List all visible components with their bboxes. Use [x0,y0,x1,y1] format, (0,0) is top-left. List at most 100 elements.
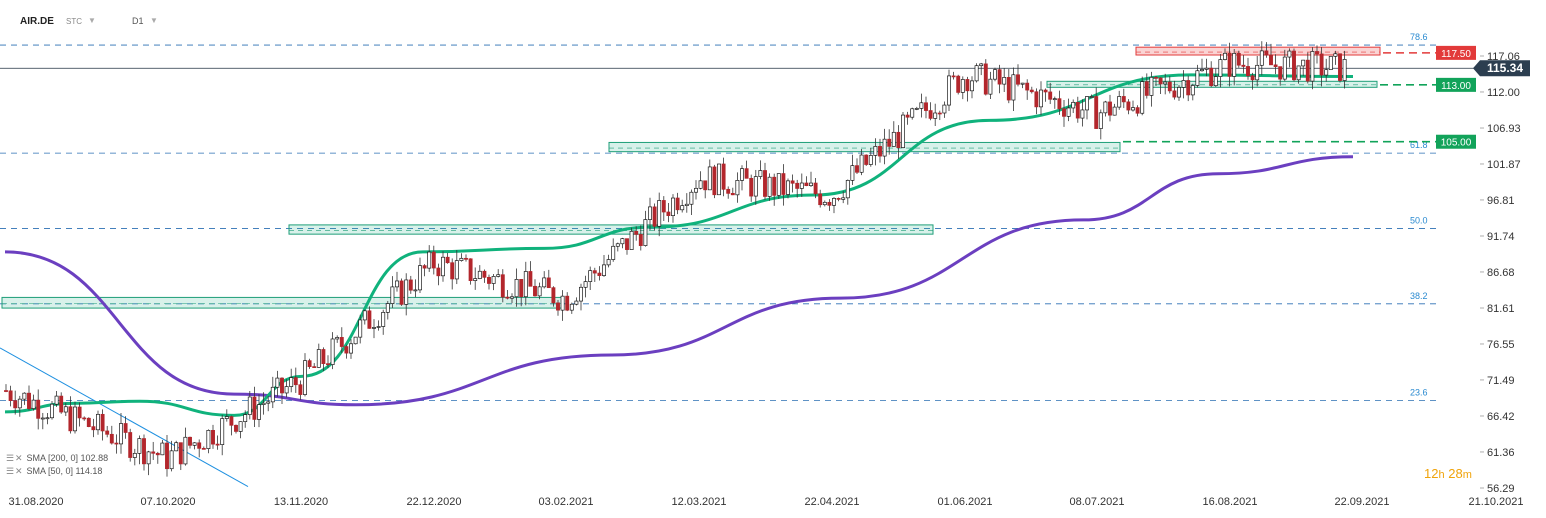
candle-body [54,395,59,405]
candle-body [1255,64,1260,81]
fib-level-label: 78.6 [1410,32,1428,42]
candle-body [1232,53,1237,77]
candle-body [1002,77,1007,85]
candle-body [427,251,432,269]
candle-body [813,182,818,195]
timer-hours-unit: h [1438,469,1445,481]
candle-body [1029,89,1034,93]
price-axis-label: 66.42 [1487,411,1515,423]
candle-body [349,343,353,354]
candle-body [749,177,754,197]
settings-icon[interactable]: ☰ [6,466,15,476]
candle-body [82,417,87,420]
candle-body [215,443,220,446]
candle-body [790,180,795,184]
candle-body [942,104,947,114]
settings-icon[interactable]: ☰ [6,453,15,463]
price-axis-label: 106.93 [1487,123,1521,135]
candle-body [1016,74,1020,85]
candle-body [385,303,390,313]
candle-body [1112,106,1117,116]
candle-body [537,286,542,297]
date-axis-label: 22.12.2020 [406,496,461,508]
candle-body [441,256,445,277]
candle-body [464,257,468,260]
candle-body [201,448,206,450]
candle-body [1292,50,1296,81]
legend-row-sma200: ☰✕ SMA [200, 0] 102.88 [6,452,108,465]
candle-body [533,285,537,297]
close-icon[interactable]: ✕ [15,466,23,476]
price-axis-label: 86.68 [1487,267,1515,279]
candle-body [128,432,133,458]
timeframe-chevron-down-icon[interactable]: ▼ [150,16,158,25]
candle-body [289,377,294,387]
candle-body [234,424,238,432]
candle-body [100,413,105,432]
candle-body [1098,112,1103,129]
candle-body [675,197,680,211]
candle-body [694,187,698,193]
candle-body [353,336,358,345]
candle-body [1195,70,1200,86]
candle-body [1172,90,1177,98]
candle-body [947,75,951,106]
candle-body [937,112,942,115]
candle-body [1075,101,1080,119]
price-axis-label: 81.61 [1487,303,1515,315]
candle-body [238,421,243,432]
timer-hours: 12 [1424,466,1439,481]
candle-body [132,452,137,458]
zone-box [608,141,1121,153]
candle-body [261,402,266,405]
candle-body [1094,96,1099,129]
close-icon[interactable]: ✕ [15,453,23,463]
candle-body [597,272,602,276]
level-tag [1436,45,1476,60]
candle-body [620,238,625,245]
candle-body [160,442,165,456]
candle-body [45,417,50,420]
candle-body [799,182,804,189]
candle-body [376,326,381,328]
legend-sma200-label: SMA [200, 0] 102.88 [26,453,109,463]
candle-body [588,270,593,282]
candle-body [556,302,560,311]
candle-body [211,430,215,445]
candle-body [270,386,275,403]
market-chevron-down-icon[interactable]: ▼ [88,16,96,25]
candle-body [1236,53,1241,66]
candle-body [1287,50,1292,58]
candle-body [330,338,335,365]
market-label[interactable]: STC [66,17,82,26]
date-axis-label: 08.07.2021 [1069,496,1124,508]
candle-body [965,79,970,92]
timeframe-label[interactable]: D1 [132,16,144,26]
candle-body [703,180,708,191]
candle-body [528,271,533,287]
candle-body [574,300,579,305]
candle-body [36,399,41,419]
candle-body [680,205,685,211]
candle-body [335,337,340,340]
candle-body [1342,59,1347,81]
candle-body [560,295,565,311]
candle-body [155,452,160,456]
candle-body [887,138,892,147]
candle-body [721,163,726,190]
date-axis-label: 03.02.2021 [538,496,593,508]
candle-body [500,274,505,298]
candle-body [454,260,459,280]
candle-body [390,286,395,304]
candle-body [450,262,455,280]
candle-body [192,442,197,446]
candle-body [1062,108,1066,117]
candle-body [1209,67,1214,87]
candle-body [358,319,363,338]
candle-body [951,75,956,78]
symbol-label[interactable]: AIR.DE [20,16,54,27]
candle-body [1158,77,1163,85]
candle-body [542,277,547,288]
candle-body [781,173,786,195]
